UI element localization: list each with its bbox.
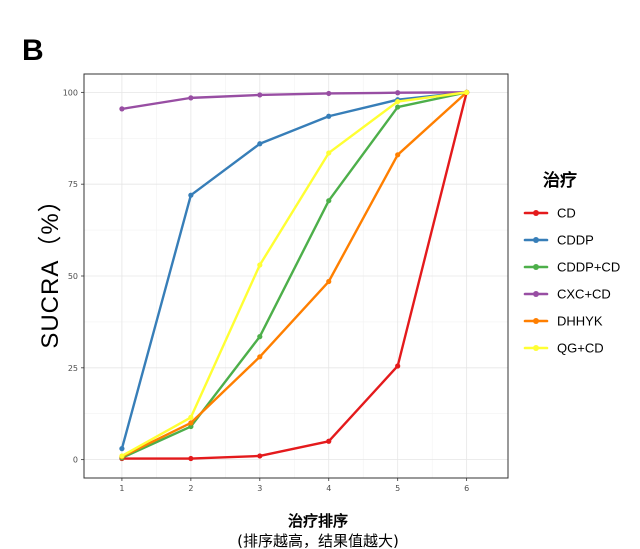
legend-label: CXC+CD [557, 287, 611, 302]
y-axis-title: SUCRA（%） [37, 187, 64, 348]
legend-item-qg-cd: QG+CD [523, 341, 604, 356]
data-point-cddp-cd [395, 104, 401, 110]
x-axis: 1 2 3 4 5 6 [119, 478, 469, 493]
legend-item-dhhyk: DHHYK [523, 314, 603, 329]
data-point-qg-cd [119, 453, 125, 459]
series-group [119, 89, 470, 462]
data-point-cxc-cd [326, 90, 332, 97]
data-point-qg-cd [395, 98, 401, 105]
data-point-cxc-cd [188, 95, 194, 101]
data-point-dhhyk [326, 278, 332, 285]
legend-label: CD [557, 206, 576, 221]
y-tick-label: 50 [68, 272, 78, 281]
y-tick-label: 25 [68, 364, 78, 373]
data-point-cxc-cd [119, 106, 125, 112]
legend-key-point [533, 237, 539, 243]
y-tick-label: 100 [63, 88, 78, 97]
series-line-cddp [120, 91, 468, 450]
legend-key-point [533, 291, 539, 297]
series-line-cxc-cd [120, 91, 468, 111]
legend-item-cddp: CDDP [523, 233, 594, 248]
x-tick-label: 6 [464, 484, 469, 493]
panel-label: B [22, 34, 44, 67]
data-point-qg-cd [326, 150, 332, 156]
series-line-cd [120, 91, 468, 460]
legend: 治疗 CD CDDP CDDP+CD CXC+CD DHHYK QG+CD [523, 170, 620, 356]
data-point-qg-cd [188, 414, 194, 420]
legend-items: CD CDDP CDDP+CD CXC+CD DHHYK QG+CD [523, 206, 620, 356]
x-tick-label: 5 [395, 484, 400, 493]
plot-panel [83, 73, 509, 479]
y-axis: 0 25 50 75 100 [63, 88, 84, 465]
data-point-cddp-cd [326, 198, 332, 204]
legend-key-point [533, 210, 539, 216]
x-tick-label: 3 [257, 484, 262, 493]
x-axis-title: 治疗排序 [288, 512, 348, 530]
data-point-cddp [119, 446, 125, 452]
data-point-cddp [257, 141, 263, 147]
data-point-cddp [326, 113, 332, 119]
data-point-dhhyk [395, 152, 401, 158]
data-point-qg-cd [257, 262, 263, 268]
series-line-cddp-cd [120, 91, 468, 459]
x-tick-label: 2 [188, 484, 193, 493]
data-point-qg-cd [464, 89, 470, 95]
y-tick-label: 75 [68, 180, 78, 189]
data-point-cddp-cd [257, 334, 263, 340]
data-point-cd [395, 363, 401, 369]
legend-key-point [533, 264, 539, 270]
y-tick-label: 0 [73, 456, 78, 465]
series-line-dhhyk [120, 91, 468, 458]
legend-item-cd: CD [523, 206, 576, 221]
x-tick-label: 4 [326, 484, 331, 493]
legend-label: CDDP+CD [557, 260, 620, 275]
legend-key-point [533, 318, 539, 324]
x-tick-label: 1 [119, 484, 124, 493]
legend-label: DHHYK [557, 314, 603, 329]
legend-label: CDDP [557, 233, 594, 248]
data-point-cxc-cd [395, 90, 401, 96]
legend-item-cddp-cd: CDDP+CD [523, 260, 620, 275]
data-point-cddp-cd [188, 423, 194, 430]
series-qg-cd [119, 89, 470, 459]
legend-key-point [533, 345, 539, 351]
legend-label: QG+CD [557, 341, 604, 356]
data-point-cxc-cd [257, 92, 263, 98]
x-axis-subtitle: (排序越高，结果值越大) [237, 532, 399, 549]
series-line-qg-cd [120, 91, 468, 458]
data-point-cddp [188, 192, 194, 198]
data-point-dhhyk [257, 354, 263, 360]
data-point-cd [257, 453, 263, 459]
data-point-cd [326, 438, 332, 444]
legend-title: 治疗 [543, 170, 577, 191]
data-point-cd [188, 455, 194, 462]
legend-item-cxc-cd: CXC+CD [523, 287, 611, 302]
data-point-dhhyk [188, 420, 194, 426]
